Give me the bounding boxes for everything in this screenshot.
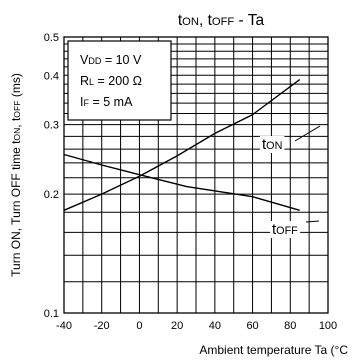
series-line-ton xyxy=(63,79,301,211)
conditions-box: VDD = 10 V RL = 200 Ω IF = 5 mA xyxy=(67,40,172,121)
series-label-toff: tOFF xyxy=(270,220,320,238)
y-axis-label: Turn ON, Turn OFF time tON, tOFF (ms) xyxy=(9,73,23,277)
x-tick-label: -40 xyxy=(56,320,72,332)
x-tick-label: 20 xyxy=(171,320,183,332)
x-tick-label: 40 xyxy=(209,320,221,332)
series-line-toff xyxy=(63,153,300,211)
leader-line xyxy=(305,220,320,223)
x-tick-label: 0 xyxy=(136,320,142,332)
x-tick-label: 100 xyxy=(319,320,337,332)
series-label-bg xyxy=(270,221,301,238)
x-tick-label: 80 xyxy=(284,320,296,332)
y-tick-label: 0.3 xyxy=(44,120,59,132)
y-tick-label: 0.5 xyxy=(44,32,59,44)
series-labels: tON tOFF xyxy=(260,125,321,238)
series-label-ton: tON xyxy=(260,125,321,153)
series-label-text: tOFF xyxy=(272,221,298,238)
y-tick-label: 0.2 xyxy=(44,189,59,201)
conditions-box-frame xyxy=(67,40,172,121)
series-label-bg xyxy=(260,136,285,153)
x-tick-label: 60 xyxy=(246,320,258,332)
series-layer xyxy=(63,79,301,211)
leader-line xyxy=(294,125,321,142)
y-tick-label: 0.4 xyxy=(44,70,59,82)
x-tick-label: -20 xyxy=(94,320,110,332)
y-tick-label: 0.1 xyxy=(44,308,59,320)
x-tick-labels: -40 -20 0 20 40 60 80 100 xyxy=(56,320,337,332)
plot-frame xyxy=(63,36,329,314)
y-tick-labels: 0.1 0.2 0.3 0.4 0.5 xyxy=(44,32,59,320)
condition-text: VDD = 10 V xyxy=(80,53,142,67)
chart-title: tON, tOFF - Ta xyxy=(178,12,265,29)
x-axis-label: Ambient temperature Ta (°C xyxy=(199,343,348,357)
grid xyxy=(64,37,328,313)
series-label-text: tON xyxy=(262,136,282,153)
condition-text: RL = 200 Ω xyxy=(80,74,142,88)
condition-text: IF = 5 mA xyxy=(80,95,133,109)
